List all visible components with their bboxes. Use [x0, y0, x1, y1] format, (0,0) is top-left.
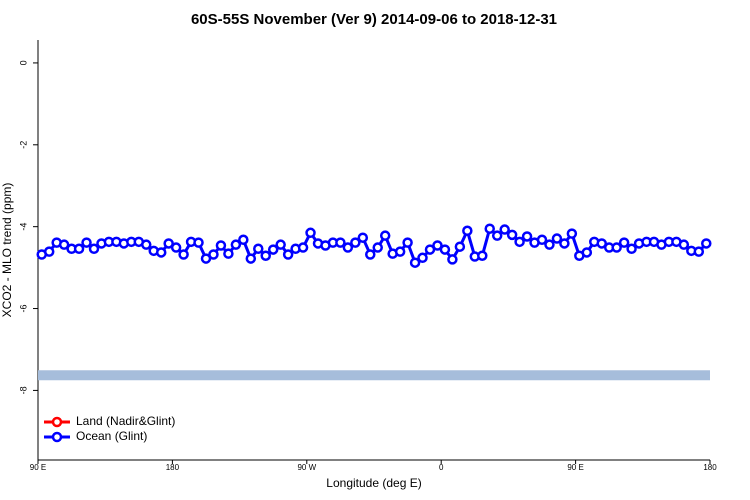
data-point — [551, 233, 563, 244]
data-point — [424, 244, 436, 255]
data-point — [559, 238, 570, 249]
data-point — [193, 237, 204, 248]
data-point — [514, 236, 525, 248]
data-point — [618, 237, 630, 248]
data-point — [81, 237, 92, 248]
data-point — [432, 240, 443, 251]
data-point — [544, 239, 555, 250]
data-point — [566, 228, 578, 239]
data-point — [230, 239, 242, 250]
x-tick-label: 0 — [439, 463, 444, 472]
data-point — [365, 249, 376, 260]
data-point — [536, 234, 548, 246]
legend-label: Ocean (Glint) — [76, 429, 147, 443]
data-point — [238, 234, 249, 246]
y-tick-label: -4 — [18, 223, 28, 231]
data-point — [43, 246, 55, 257]
x-axis-label: Longitude (deg E) — [326, 476, 421, 490]
x-tick-label: 90 W — [297, 463, 316, 472]
data-point — [88, 243, 100, 255]
data-point — [73, 243, 85, 255]
data-point — [439, 244, 451, 255]
data-point — [335, 237, 346, 248]
data-point — [372, 242, 383, 253]
legend-marker — [51, 431, 63, 443]
data-point — [267, 244, 279, 255]
data-point — [484, 223, 495, 234]
data-point — [253, 243, 264, 255]
y-tick-label: -2 — [18, 141, 28, 149]
data-point — [678, 239, 690, 250]
data-point — [477, 250, 488, 261]
data-point — [223, 248, 234, 259]
y-tick-label: -6 — [18, 305, 28, 313]
data-point — [178, 249, 189, 260]
y-tick-label: -8 — [18, 386, 28, 394]
data-point — [701, 238, 712, 249]
x-tick-label: 180 — [703, 463, 717, 472]
data-point — [245, 253, 257, 264]
x-tick-label: 90 E — [30, 463, 46, 472]
data-point — [260, 250, 271, 261]
data-point — [357, 232, 369, 243]
data-point — [215, 240, 227, 251]
data-point — [275, 239, 286, 250]
legend-label: Land (Nadir&Glint) — [76, 414, 175, 428]
data-point — [282, 249, 294, 260]
data-point — [626, 243, 637, 255]
data-point — [506, 229, 518, 241]
data-point — [155, 247, 167, 258]
data-point — [297, 242, 309, 253]
data-point — [581, 247, 593, 258]
data-point — [409, 257, 421, 268]
data-point — [491, 230, 503, 241]
data-point — [342, 242, 354, 253]
data-point — [462, 225, 473, 237]
data-point — [208, 249, 219, 260]
data-point — [402, 237, 413, 248]
data-point — [454, 241, 466, 252]
y-axis-label: XCO2 - MLO trend (ppm) — [0, 183, 14, 318]
data-point — [170, 242, 182, 253]
y-tick-label: 0 — [18, 60, 28, 65]
data-point — [521, 231, 533, 242]
data-point — [163, 238, 174, 249]
data-point — [58, 239, 70, 250]
data-point — [693, 246, 705, 257]
data-point — [611, 242, 622, 253]
data-point — [417, 252, 428, 264]
legend-marker — [51, 416, 63, 428]
data-point — [596, 238, 607, 249]
data-point — [141, 239, 152, 250]
data-point — [394, 246, 406, 257]
data-point — [200, 253, 212, 264]
x-tick-label: 90 E — [567, 463, 583, 472]
data-point — [305, 227, 316, 239]
data-point — [350, 237, 361, 248]
reference-band — [38, 370, 710, 381]
x-tick-label: 180 — [166, 463, 180, 472]
data-point — [447, 254, 458, 265]
data-point — [379, 230, 391, 241]
data-point — [499, 224, 510, 235]
chart-title: 60S-55S November (Ver 9) 2014-09-06 to 2… — [191, 11, 557, 28]
